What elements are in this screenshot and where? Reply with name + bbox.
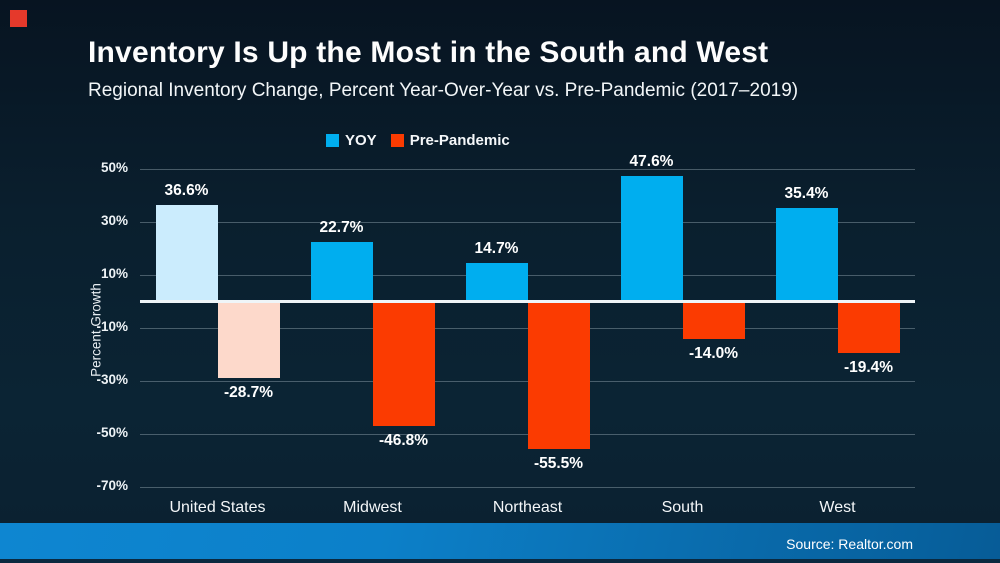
legend: YOY Pre-Pandemic (326, 132, 510, 149)
category-label: Northeast (492, 499, 563, 516)
y-tick-label: 10% (100, 266, 128, 281)
yoy-value-label: 22.7% (319, 218, 364, 236)
prepandemic-bar (527, 301, 590, 449)
gridline (140, 486, 915, 488)
chart-subtitle: Regional Inventory Change, Percent Year-… (88, 80, 799, 101)
yoy-value-label: 14.7% (474, 239, 519, 257)
y-tick-label: -50% (96, 425, 128, 440)
prepandemic-bar (837, 301, 900, 353)
prepandemic-bar (682, 301, 745, 339)
prepandemic-value-label: -46.8% (378, 431, 429, 449)
brand-red-square (10, 10, 27, 27)
zero-axis-line (140, 300, 915, 303)
category-label: United States (169, 499, 266, 516)
footer-bottom-strip (0, 559, 1000, 563)
category-label: Midwest (343, 499, 402, 516)
prepandemic-swatch-icon (390, 134, 404, 147)
prepandemic-value-label: -19.4% (843, 358, 894, 376)
yoy-swatch-icon (326, 134, 339, 147)
prepandemic-bar (217, 301, 280, 378)
yoy-bar (775, 207, 838, 302)
legend-item-prepandemic: Pre-Pandemic (390, 132, 510, 149)
yoy-bar (310, 241, 373, 302)
y-axis-title: Percent Growth (88, 283, 104, 377)
yoy-bar (155, 204, 218, 302)
source-label: Source: Realtor.com (786, 536, 913, 552)
yoy-value-label: 36.6% (164, 181, 209, 199)
legend-label-yoy: YOY (345, 132, 377, 149)
y-tick-label: -10% (96, 319, 128, 334)
category-label: South (661, 499, 704, 516)
footer-gradient-bar (0, 523, 1000, 559)
category-label: West (819, 499, 856, 516)
legend-item-yoy: YOY (326, 132, 377, 149)
y-tick-label: 50% (100, 160, 128, 175)
y-tick-label: 30% (100, 213, 128, 228)
prepandemic-value-label: -14.0% (688, 344, 739, 362)
chart-title: Inventory Is Up the Most in the South an… (88, 36, 769, 69)
y-tick-label: -30% (96, 372, 128, 387)
legend-label-prepandemic: Pre-Pandemic (409, 132, 510, 149)
prepandemic-value-label: -28.7% (223, 383, 274, 401)
yoy-value-label: 35.4% (784, 184, 829, 202)
gridline (140, 168, 915, 170)
prepandemic-value-label: -55.5% (533, 454, 584, 472)
prepandemic-bar (372, 301, 435, 426)
gridline (140, 274, 915, 276)
gridline (140, 221, 915, 223)
yoy-value-label: 47.6% (629, 152, 674, 170)
y-tick-label: -70% (96, 478, 128, 493)
yoy-bar (620, 175, 683, 302)
yoy-bar (465, 262, 528, 302)
